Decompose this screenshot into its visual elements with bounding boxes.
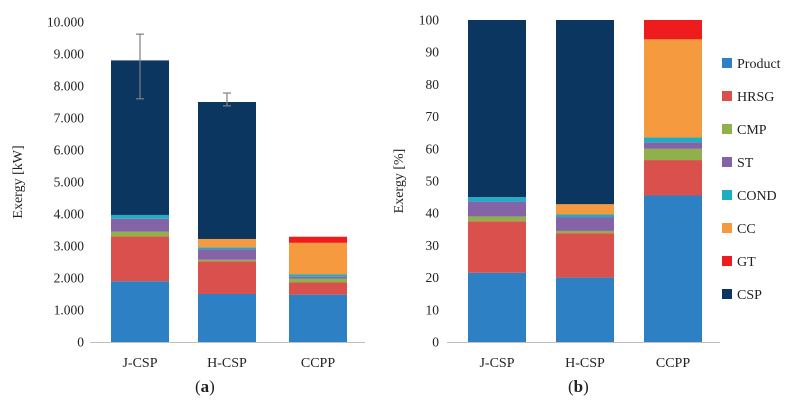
bar-segment-cmp-ccpp xyxy=(644,148,702,161)
bar-segment-hrsg-j-csp xyxy=(111,236,169,282)
bar-segment-hrsg-h-csp xyxy=(556,233,614,278)
bar-segment-st-j-csp xyxy=(111,218,169,232)
y-tick-label: 80 xyxy=(426,77,440,92)
bar-segment-st-ccpp xyxy=(289,276,347,279)
bar-segment-csp-h-csp xyxy=(556,20,614,205)
y-tick-label: 10 xyxy=(426,302,440,317)
y-tick-label: 0 xyxy=(432,335,439,350)
caption-b-close: ) xyxy=(583,377,589,396)
legend: Product HRSG CMP ST COND CC GT CSP xyxy=(722,57,781,303)
legend-swatch-product xyxy=(722,58,732,68)
chart-a: Exergy [kW] 0 1.000 2.000 3.000 4.000 5.000 6.0… xyxy=(11,15,365,371)
legend-label-gt: GT xyxy=(737,255,756,270)
y-tick-label: 100 xyxy=(419,13,440,28)
y-tick-label: 90 xyxy=(426,45,440,60)
bar-segment-st-h-csp xyxy=(198,249,256,260)
bar-segment-cond-j-csp xyxy=(111,214,169,219)
x-tick-label: H-CSP xyxy=(565,356,605,371)
y-axis-title: Exergy [kW] xyxy=(11,145,26,218)
bar-segment-cc-ccpp xyxy=(644,39,702,138)
y-tick-label: 1.000 xyxy=(54,303,85,318)
bar-segment-st-h-csp xyxy=(556,217,614,231)
y-tick-label: 3.000 xyxy=(54,239,85,254)
bar-segment-cond-ccpp xyxy=(289,274,347,277)
caption-b: (b) xyxy=(568,377,589,397)
y-tick-label: 0 xyxy=(77,335,84,350)
x-tick-label: J-CSP xyxy=(122,356,157,371)
y-tick-label: 7.000 xyxy=(54,111,85,126)
bar-segment-st-ccpp xyxy=(644,142,702,149)
legend-swatch-st xyxy=(722,157,732,167)
bar-segment-product-j-csp xyxy=(468,272,526,342)
x-tick-label: CCPP xyxy=(656,356,690,371)
legend-swatch-cond xyxy=(722,190,732,200)
bar-segment-st-j-csp xyxy=(468,201,526,217)
bar-segment-cond-h-csp xyxy=(198,247,256,250)
legend-label-csp: CSP xyxy=(737,288,762,303)
bar-segment-hrsg-h-csp xyxy=(198,261,256,294)
bar-segment-cmp-j-csp xyxy=(111,231,169,237)
bar-segment-csp-h-csp xyxy=(198,102,256,239)
y-tick-label: 70 xyxy=(426,109,440,124)
caption-a-letter: a xyxy=(200,377,210,396)
bar-segment-cmp-h-csp xyxy=(556,230,614,234)
y-tick-label: 20 xyxy=(426,270,440,285)
caption-b-open: ( xyxy=(568,377,574,396)
y-tick-label: 60 xyxy=(426,141,440,156)
y-tick-label: 6.000 xyxy=(54,143,85,158)
chart-b: Exergy [%] 0 10 20 30 40 50 60 70 80 90 100 J-CSP H-C… xyxy=(392,13,781,372)
legend-label-cond: COND xyxy=(737,189,777,204)
bar-segment-csp-j-csp xyxy=(468,20,526,198)
bar-segment-product-ccpp xyxy=(644,195,702,342)
y-tick-label: 30 xyxy=(426,238,440,253)
bar-segment-product-h-csp xyxy=(198,294,256,342)
bar-segment-cc-ccpp xyxy=(289,242,347,275)
legend-swatch-hrsg xyxy=(722,91,732,101)
bar-segment-gt-ccpp xyxy=(289,236,347,243)
legend-label-hrsg: HRSG xyxy=(737,90,774,105)
legend-swatch-cmp xyxy=(722,124,732,134)
bar-segment-cc-h-csp xyxy=(556,204,614,215)
legend-label-st: ST xyxy=(737,156,754,171)
legend-label-product: Product xyxy=(737,57,781,72)
y-tick-label: 50 xyxy=(426,174,440,189)
y-axis-title: Exergy [%] xyxy=(392,149,407,214)
y-tick-label: 4.000 xyxy=(54,207,85,222)
bar-segment-cc-h-csp xyxy=(198,238,256,248)
caption-a: (a) xyxy=(195,377,215,397)
legend-swatch-csp xyxy=(722,289,732,299)
bar-segment-cmp-h-csp xyxy=(198,259,256,262)
bar-segment-product-j-csp xyxy=(111,281,169,342)
caption-a-close: ) xyxy=(209,377,215,396)
x-tick-label: CCPP xyxy=(301,356,335,371)
y-tick-label: 40 xyxy=(426,206,440,221)
legend-swatch-cc xyxy=(722,223,732,233)
y-tick-label: 2.000 xyxy=(54,271,85,286)
x-tick-label: H-CSP xyxy=(207,356,247,371)
y-tick-label: 10.000 xyxy=(47,15,84,30)
legend-label-cmp: CMP xyxy=(737,123,767,138)
bar-segment-cmp-j-csp xyxy=(468,216,526,222)
bar-segment-cond-ccpp xyxy=(644,137,702,143)
bar-segment-cmp-ccpp xyxy=(289,278,347,283)
bar-segment-cond-h-csp xyxy=(556,214,614,218)
bar-segment-hrsg-j-csp xyxy=(468,221,526,273)
legend-label-cc: CC xyxy=(737,222,756,237)
bar-segment-hrsg-ccpp xyxy=(289,282,347,295)
bar-segment-product-ccpp xyxy=(289,294,347,342)
caption-b-letter: b xyxy=(573,377,584,396)
y-tick-label: 8.000 xyxy=(54,79,85,94)
x-tick-label: J-CSP xyxy=(479,356,514,371)
bar-segment-hrsg-ccpp xyxy=(644,160,702,196)
bar-segment-product-h-csp xyxy=(556,277,614,342)
bar-segment-cond-j-csp xyxy=(468,197,526,202)
bar-segment-gt-ccpp xyxy=(644,20,702,40)
y-tick-label: 5.000 xyxy=(54,175,85,190)
y-tick-label: 9.000 xyxy=(54,47,85,62)
caption-a-open: ( xyxy=(195,377,201,396)
legend-swatch-gt xyxy=(722,256,732,266)
